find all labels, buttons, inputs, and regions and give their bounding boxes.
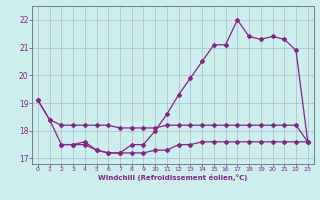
X-axis label: Windchill (Refroidissement éolien,°C): Windchill (Refroidissement éolien,°C) <box>98 174 247 181</box>
